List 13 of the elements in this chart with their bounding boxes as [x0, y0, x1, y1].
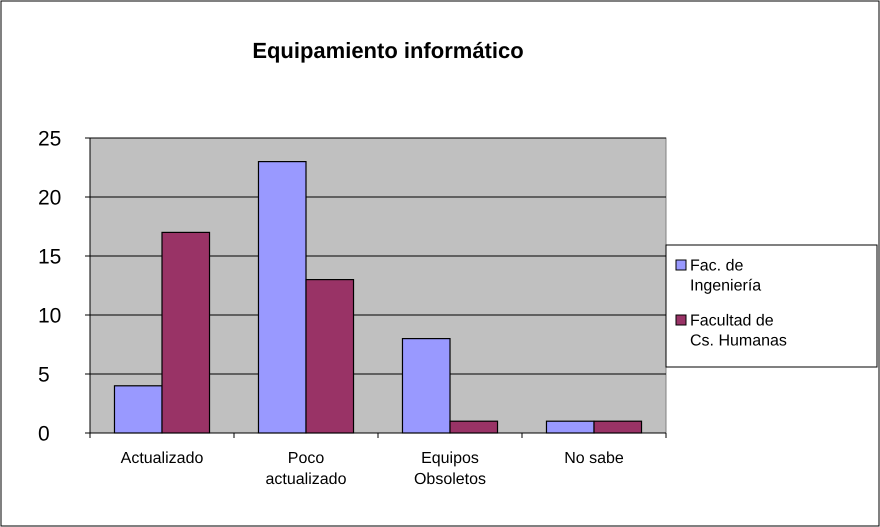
y-tick-label: 0	[38, 422, 50, 446]
y-tick-label: 10	[38, 304, 62, 328]
y-tick-label: 15	[38, 245, 62, 268]
y-tick-label: 25	[38, 127, 62, 150]
x-tick-label: Poco actualizado	[266, 450, 347, 488]
legend-label: Facultad de Cs. Humanas	[690, 312, 787, 350]
x-tick-label: Equipos Obsoletos	[414, 450, 486, 488]
x-tick-label: No sabe	[564, 450, 624, 467]
x-tick-label: Actualizado	[120, 450, 204, 467]
y-tick-label: 5	[38, 363, 50, 386]
legend-label: Fac. de Ingeniería	[690, 258, 762, 295]
chart-title: Equipamiento informático	[252, 38, 524, 63]
y-tick-label: 20	[38, 186, 62, 210]
